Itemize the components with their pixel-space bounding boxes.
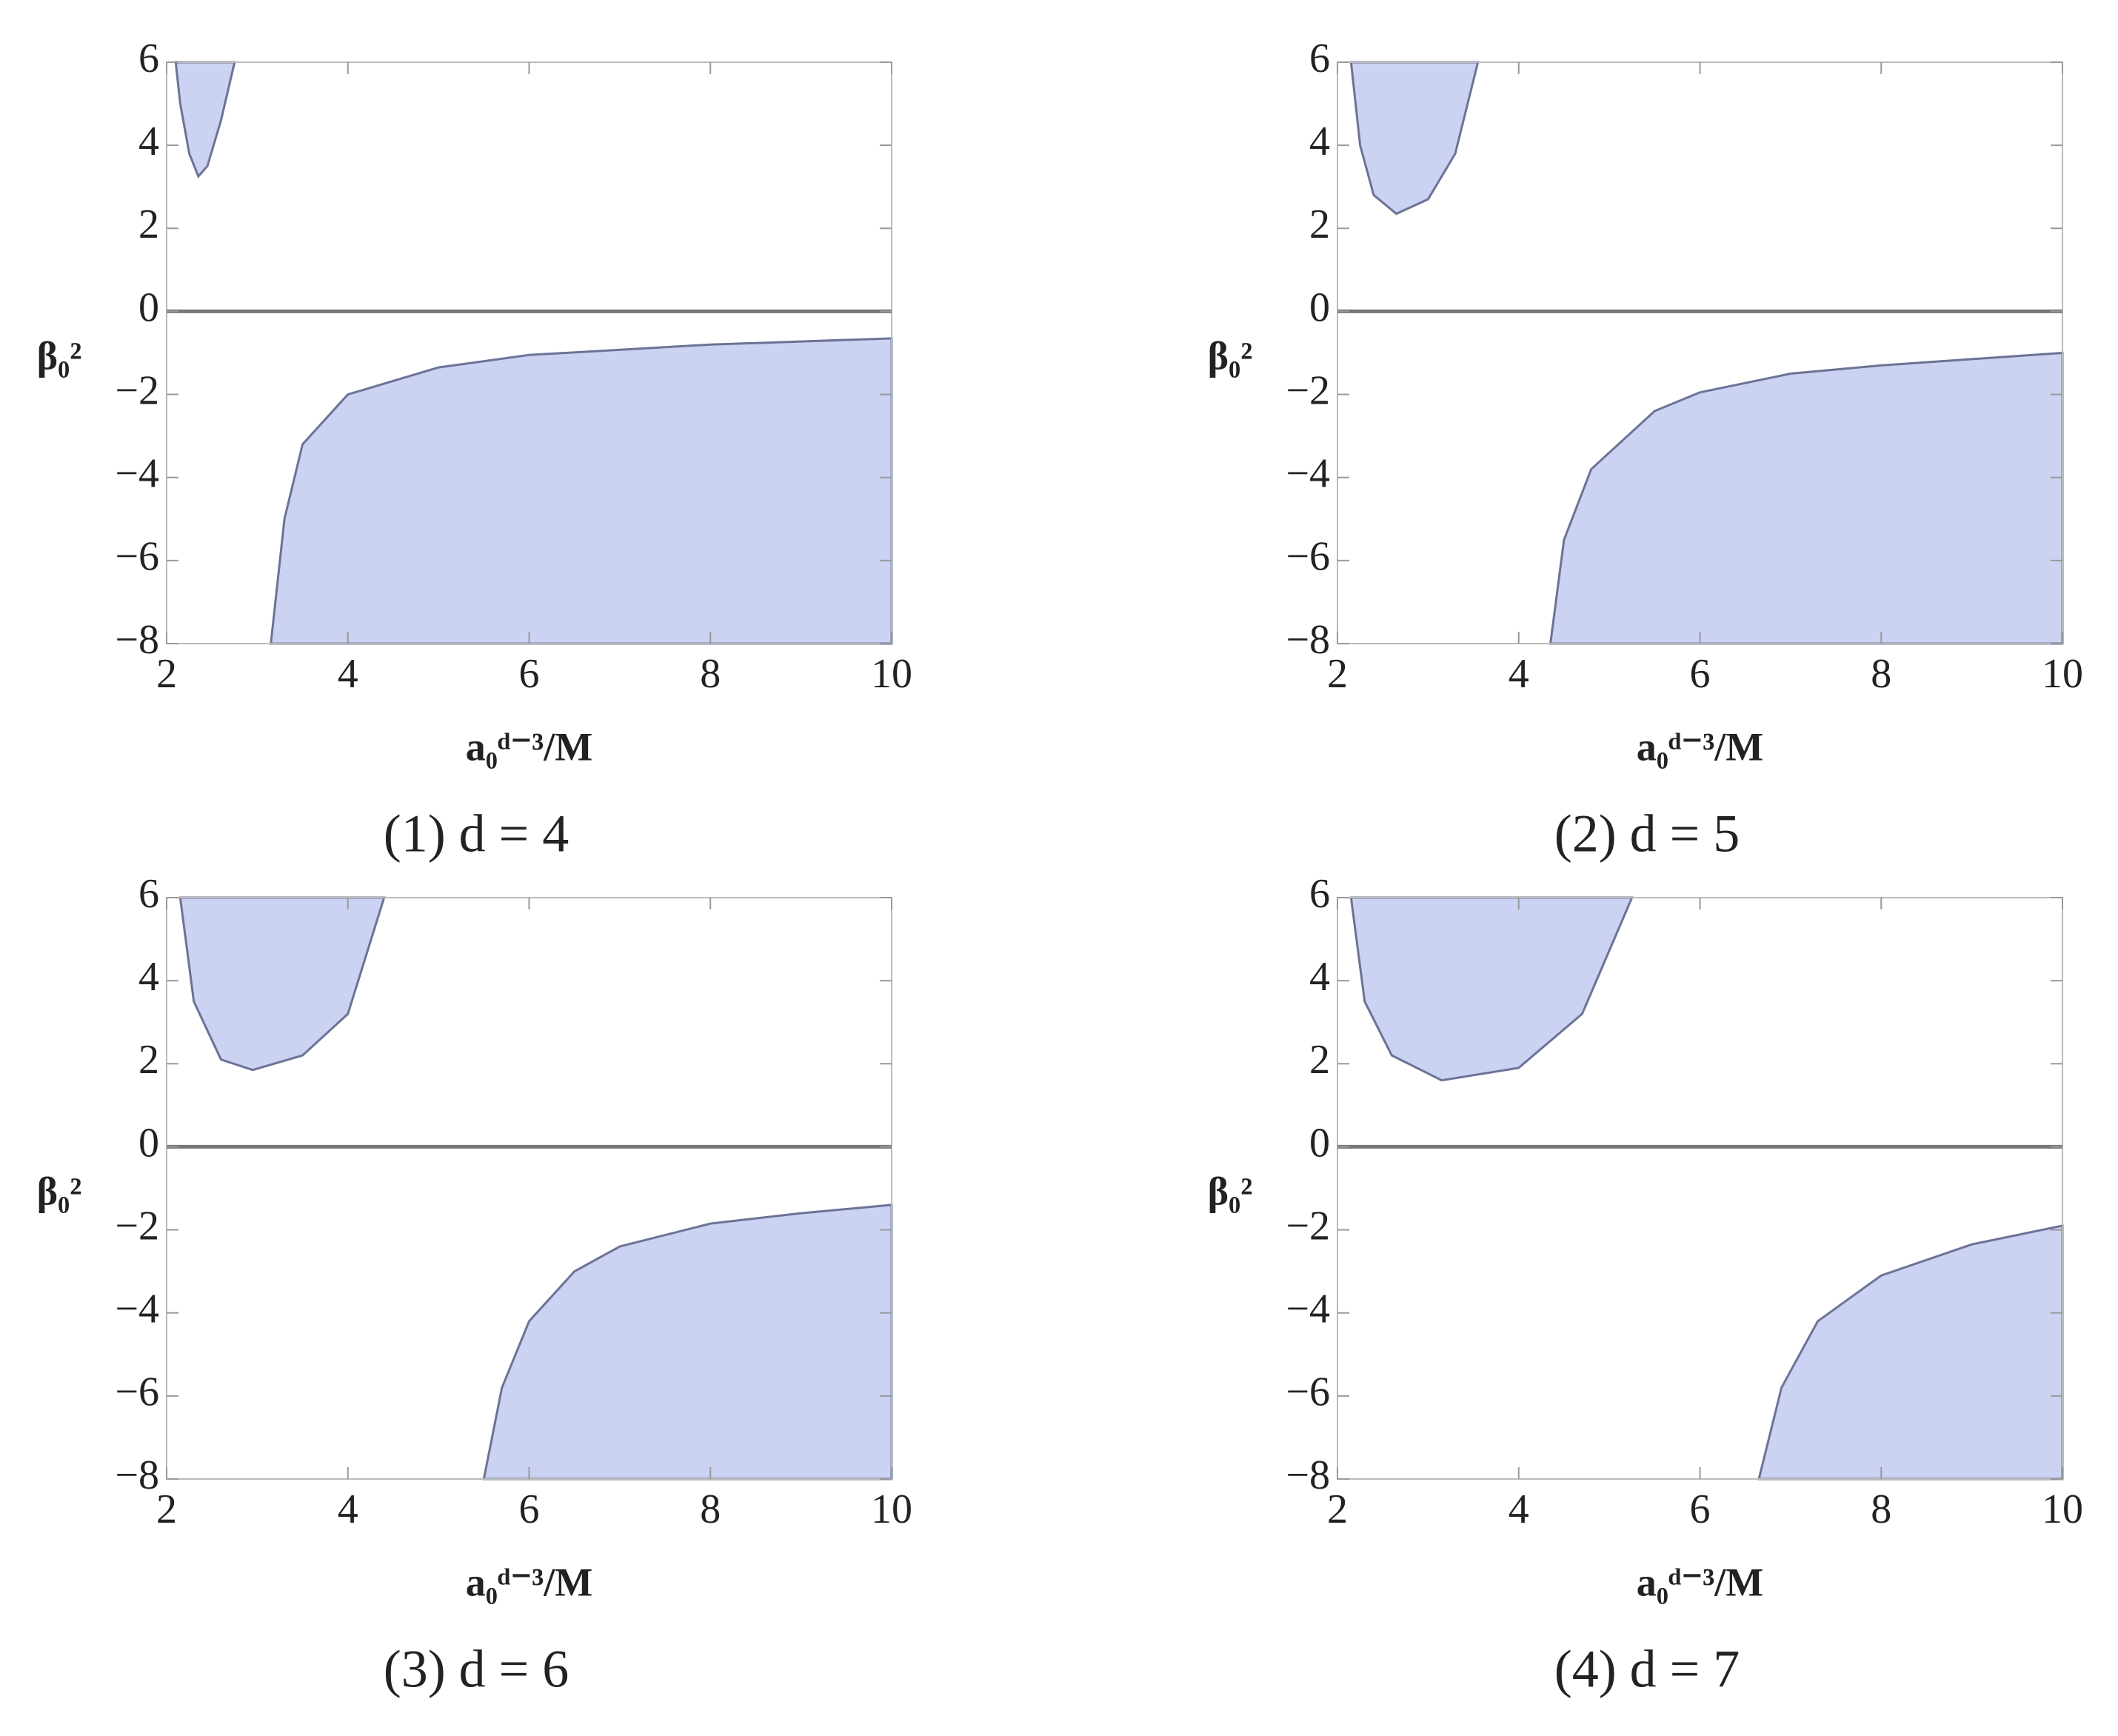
x-tick-label: 2 xyxy=(156,1486,177,1532)
region xyxy=(178,896,386,1072)
y-axis-label: β₀² xyxy=(1208,1169,1253,1213)
y-tick-label: −8 xyxy=(115,1452,159,1498)
y-tick-label: 2 xyxy=(138,201,159,247)
x-tick-label: 6 xyxy=(1690,651,1711,697)
region xyxy=(270,337,893,645)
y-tick-label: −2 xyxy=(1286,1203,1330,1249)
x-tick-label: 2 xyxy=(156,651,177,697)
region xyxy=(1549,351,2064,645)
y-tick-label: −2 xyxy=(115,367,159,413)
x-tick-label: 6 xyxy=(519,651,540,697)
x-axis-label: a₀ᵈ⁻³/M xyxy=(1637,724,1763,769)
y-axis-label: β₀² xyxy=(37,333,82,378)
x-tick-label: 8 xyxy=(1871,1486,1891,1532)
y-axis-label: β₀² xyxy=(37,1169,82,1213)
y-tick-label: −6 xyxy=(115,534,159,580)
y-tick-label: −8 xyxy=(1286,617,1330,663)
y-tick-label: −2 xyxy=(1286,367,1330,413)
y-tick-label: 4 xyxy=(1309,118,1330,164)
y-tick-label: 4 xyxy=(138,954,159,1000)
caption: (2) d = 5 xyxy=(1554,804,1740,864)
panel: −8 −6 −4 −2 0 2 4 6 2 4 6 8 10 a₀ᵈ⁻³/M β₀² (2) d = 5 xyxy=(1208,36,2083,864)
y-tick-label: 6 xyxy=(138,871,159,917)
region xyxy=(1757,1224,2064,1480)
x-tick-label: 10 xyxy=(871,651,912,697)
caption: (4) d = 7 xyxy=(1554,1640,1740,1699)
x-tick-label: 8 xyxy=(1871,651,1891,697)
y-tick-label: −6 xyxy=(115,1369,159,1415)
x-tick-label: 4 xyxy=(338,1486,358,1532)
x-tick-label: 2 xyxy=(1327,651,1348,697)
y-tick-label: 6 xyxy=(1309,871,1330,917)
y-tick-label: 6 xyxy=(1309,36,1330,81)
y-tick-label: −4 xyxy=(115,1286,159,1332)
y-tick-label: 4 xyxy=(138,118,159,164)
y-tick-label: −8 xyxy=(1286,1452,1330,1498)
caption: (3) d = 6 xyxy=(384,1640,569,1699)
caption: (1) d = 4 xyxy=(384,804,569,864)
x-tick-label: 6 xyxy=(1690,1486,1711,1532)
x-tick-label: 10 xyxy=(2042,1486,2083,1532)
x-axis-label: a₀ᵈ⁻³/M xyxy=(466,1560,592,1604)
x-tick-label: 2 xyxy=(1327,1486,1348,1532)
x-tick-label: 4 xyxy=(1509,1486,1529,1532)
y-tick-label: 6 xyxy=(138,36,159,81)
y-tick-label: −8 xyxy=(115,617,159,663)
y-tick-label: −4 xyxy=(1286,451,1330,497)
y-tick-label: −6 xyxy=(1286,534,1330,580)
x-tick-label: 6 xyxy=(519,1486,540,1532)
panel: −8 −6 −4 −2 0 2 4 6 2 4 6 8 10 a₀ᵈ⁻³/M β₀² (4) d = 7 xyxy=(1208,871,2083,1699)
y-tick-label: −2 xyxy=(115,1203,159,1249)
panel: −8 −6 −4 −2 0 2 4 6 2 4 6 8 10 a₀ᵈ⁻³/M β₀² (3) d = 6 xyxy=(37,871,912,1699)
y-tick-label: −6 xyxy=(1286,1369,1330,1415)
y-tick-label: 2 xyxy=(1309,1037,1330,1083)
y-tick-label: 4 xyxy=(1309,954,1330,1000)
y-tick-label: 0 xyxy=(1309,1120,1330,1166)
y-tick-label: 2 xyxy=(138,1037,159,1083)
region xyxy=(482,1203,893,1480)
y-tick-label: 0 xyxy=(138,284,159,330)
x-tick-label: 10 xyxy=(2042,651,2083,697)
x-axis-label: a₀ᵈ⁻³/M xyxy=(1637,1560,1763,1604)
x-tick-label: 4 xyxy=(338,651,358,697)
x-axis-label: a₀ᵈ⁻³/M xyxy=(466,724,592,769)
region xyxy=(174,61,236,179)
panel: −8 −6 −4 −2 0 2 4 6 2 4 6 8 10 a₀ᵈ⁻³/M β₀² (1) d = 4 xyxy=(37,36,912,864)
x-tick-label: 4 xyxy=(1509,651,1529,697)
y-tick-label: −4 xyxy=(115,451,159,497)
y-tick-label: 0 xyxy=(138,1120,159,1166)
y-axis-label: β₀² xyxy=(1208,333,1253,378)
region xyxy=(1349,61,1480,216)
y-tick-label: 0 xyxy=(1309,284,1330,330)
y-tick-label: −4 xyxy=(1286,1286,1330,1332)
x-tick-label: 8 xyxy=(700,651,721,697)
x-tick-label: 10 xyxy=(871,1486,912,1532)
region xyxy=(1349,896,1634,1082)
x-tick-label: 8 xyxy=(700,1486,721,1532)
y-tick-label: 2 xyxy=(1309,201,1330,247)
